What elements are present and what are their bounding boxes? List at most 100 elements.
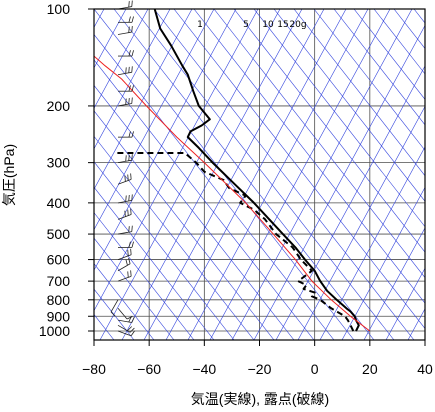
dry-adiabat-line: [94, 84, 295, 340]
wind-barb-staff: [117, 159, 132, 164]
wind-barb-feather: [127, 209, 129, 216]
dewpoint-line: [116, 152, 355, 332]
dry-adiabat-line: [94, 288, 135, 340]
mixing-ratio-label: 5: [243, 20, 249, 30]
wind-barb-feather: [128, 66, 130, 73]
x-tick-label: 0: [311, 361, 319, 377]
moist-adiabat-line: [94, 9, 237, 271]
wind-barb-feather: [125, 259, 128, 266]
wind-barb-feather: [131, 241, 134, 248]
wind-barb: [117, 173, 132, 185]
wind-barb-feather: [126, 316, 133, 320]
wind-barb: [117, 270, 132, 282]
y-tick-label: 500: [47, 226, 71, 242]
dry-adiabat-line: [94, 237, 175, 340]
moist-adiabat-line: [341, 186, 425, 340]
dry-adiabat-line: [193, 9, 425, 304]
wind-barb: [118, 241, 134, 248]
moist-adiabat-line: [94, 9, 193, 190]
wind-barb: [118, 16, 134, 23]
wind-barb: [117, 66, 133, 76]
moist-adiabat-line: [143, 9, 325, 340]
wind-barb-feather: [130, 173, 132, 180]
x-tick-label: −20: [248, 361, 272, 377]
wind-barb-feather: [127, 249, 129, 256]
temperature-line: [153, 9, 360, 332]
wind-barb-feather: [124, 175, 126, 182]
wind-barb-feather: [131, 225, 133, 232]
wind-barb-staff: [117, 214, 132, 220]
wind-barb: [117, 194, 133, 204]
wind-barb-feather: [128, 226, 130, 233]
y-tick-label: 400: [47, 195, 71, 211]
x-axis-ticks: −80 −60 −40 −20 0 20 40: [82, 340, 433, 377]
wind-barb-feather: [130, 248, 132, 255]
wind-barb-staff: [117, 179, 132, 185]
wind-barb-staff: [110, 299, 119, 313]
wind-barb: [117, 0, 133, 10]
dry-adiabat-line: [353, 9, 425, 100]
dry-adiabat-line: [293, 9, 425, 177]
wind-barb: [117, 330, 135, 337]
moist-adiabat-line: [187, 9, 369, 340]
y-tick-label: 800: [47, 292, 71, 308]
dry-adiabat-line: [393, 9, 425, 49]
wind-barb-feather: [124, 210, 126, 217]
mixing-ratio-label: 15: [277, 20, 288, 30]
wind-barb-feather: [125, 67, 127, 74]
wind-barb: [117, 154, 133, 164]
wind-barb-feather: [130, 330, 135, 337]
wind-barb-feather: [127, 326, 132, 332]
wind-barb-staff: [117, 200, 132, 204]
moist-adiabat-line: [94, 9, 127, 69]
moist-adiabat-line: [209, 9, 391, 340]
dry-adiabat-line: [373, 9, 425, 75]
x-tick-label: −60: [137, 361, 161, 377]
y-tick-label: 700: [47, 273, 71, 289]
moist-adiabat-line: [407, 308, 425, 340]
wind-barb-staff: [117, 103, 132, 107]
wind-barb-feather: [128, 257, 131, 264]
y-tick-label: 300: [47, 155, 71, 171]
moist-adiabat-line: [94, 9, 171, 150]
wind-barb-feather: [128, 26, 130, 33]
wind-barb: [117, 257, 131, 272]
mixing-ratio-labels: 1 5 10 15 20g: [197, 20, 306, 30]
mixing-ratio-label: 10: [262, 20, 274, 30]
wind-barb-feather: [128, 50, 131, 57]
wind-barb-feather: [130, 208, 132, 215]
wind-barb-feather: [125, 155, 127, 162]
wind-barb-staff: [117, 324, 131, 333]
wind-barb-feather: [127, 271, 129, 278]
dry-adiabat-line: [94, 263, 155, 340]
x-tick-label: 40: [417, 361, 433, 377]
wind-barb-staff: [117, 254, 132, 260]
wind-barb-staff: [117, 275, 132, 282]
wind-barb-staff: [117, 263, 131, 272]
wind-barb-feather: [128, 194, 130, 202]
wind-barb-feather: [131, 66, 133, 73]
wind-barb-staff: [117, 308, 128, 320]
moist-adiabat-line: [94, 9, 149, 109]
wind-barb-feather: [131, 26, 133, 33]
moist-adiabat-line: [385, 267, 425, 340]
wind-barb-feather: [131, 97, 133, 104]
wind-barb: [117, 97, 133, 107]
wind-barb-feather: [125, 195, 127, 202]
moist-adiabat-line: [297, 105, 425, 340]
x-tick-label: −40: [192, 361, 216, 377]
dry-adiabat-line: [94, 212, 195, 340]
y-tick-label: 600: [47, 252, 71, 268]
dry-adiabat-line: [313, 9, 425, 151]
wind-barb-feather: [131, 154, 133, 161]
wind-barb-feather: [125, 98, 127, 105]
wind-barb-feather: [127, 174, 129, 181]
wind-barb: [118, 50, 134, 57]
adiabat-lines: [94, 9, 425, 340]
sounding-series: [94, 9, 371, 332]
moist-adiabat-line: [165, 9, 347, 340]
parcel-line: [94, 55, 371, 332]
wind-barb-feather: [128, 1, 130, 8]
